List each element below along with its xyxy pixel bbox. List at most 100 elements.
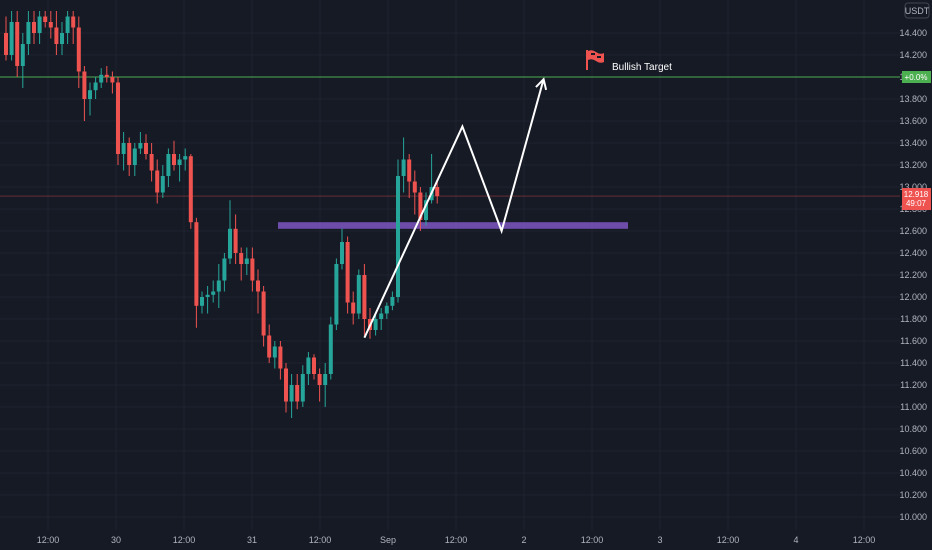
candle-body xyxy=(317,374,322,385)
y-tick-label: 14.200 xyxy=(899,50,927,60)
candle xyxy=(93,77,98,99)
x-tick-label: 12:00 xyxy=(581,535,604,545)
candle-body xyxy=(54,27,59,44)
candle-body xyxy=(289,385,294,402)
candle-body xyxy=(76,27,81,72)
y-tick-label: 13.400 xyxy=(899,138,927,148)
current-price-text: 12.918 xyxy=(904,190,929,199)
candle xyxy=(407,154,412,198)
candle-body xyxy=(88,90,92,99)
candle-body xyxy=(15,22,20,66)
candle xyxy=(401,137,406,193)
candle-body xyxy=(295,385,300,402)
candle-body xyxy=(351,302,356,314)
candle xyxy=(424,192,428,226)
candle-body xyxy=(110,77,115,83)
currency-box[interactable] xyxy=(904,2,930,19)
y-tick-label: 10.000 xyxy=(899,512,927,522)
candle-body xyxy=(244,258,249,264)
candle xyxy=(356,269,361,319)
candle-body xyxy=(323,374,328,385)
candle-body xyxy=(43,16,48,22)
target-badge xyxy=(902,71,931,83)
candle-body xyxy=(194,222,199,306)
candle xyxy=(116,77,120,165)
candle xyxy=(222,253,227,292)
candle-body xyxy=(166,154,171,176)
candle-body xyxy=(99,74,104,83)
candle xyxy=(362,264,367,336)
candle-body xyxy=(233,228,238,253)
y-tick-label: 10.400 xyxy=(899,468,927,478)
y-tick-label: 14.400 xyxy=(899,28,927,38)
candle-body xyxy=(4,33,8,55)
y-tick-label: 10.200 xyxy=(899,490,927,500)
x-tick-label: Sep xyxy=(380,535,396,545)
candle-body xyxy=(256,280,260,292)
candle xyxy=(37,11,42,44)
candle xyxy=(43,11,48,28)
pattern-arrowhead xyxy=(535,77,548,91)
y-tick-label: 13.200 xyxy=(899,160,927,170)
candle xyxy=(54,11,59,55)
candle xyxy=(328,316,333,380)
x-tick-label: 12:00 xyxy=(309,535,332,545)
candle-body xyxy=(20,44,25,66)
candle-body xyxy=(401,159,406,176)
bullish-target-annotation[interactable]: Bullish Target xyxy=(586,50,672,73)
candle-body xyxy=(200,297,204,306)
candle-body xyxy=(328,324,333,374)
candle xyxy=(345,236,350,314)
candle-body xyxy=(60,33,64,44)
time-axis[interactable] xyxy=(0,530,900,550)
candle-body xyxy=(183,156,188,160)
candle-body xyxy=(48,22,53,28)
candle-body xyxy=(300,374,305,402)
candle xyxy=(65,11,70,44)
currency-label: USDT xyxy=(905,6,930,16)
candle-body xyxy=(250,258,255,281)
bullish-pattern-path[interactable] xyxy=(363,78,545,339)
candle-body xyxy=(132,148,137,165)
candle-body xyxy=(205,294,210,297)
candle-body xyxy=(211,291,216,295)
price-axis[interactable] xyxy=(900,0,932,550)
candle-body xyxy=(390,297,395,306)
candle-body xyxy=(424,200,428,220)
candle xyxy=(244,247,249,275)
candle xyxy=(82,66,87,121)
y-tick-label: 10.800 xyxy=(899,424,927,434)
x-tick-label: 12:00 xyxy=(717,535,740,545)
current-price-badge xyxy=(902,188,931,211)
candle xyxy=(396,159,400,303)
candle xyxy=(127,137,132,176)
x-tick-label: 4 xyxy=(793,535,798,545)
candle-body xyxy=(65,16,70,33)
candle-body xyxy=(71,16,76,28)
candle xyxy=(4,16,8,61)
candle xyxy=(340,228,344,270)
support-zone xyxy=(278,222,628,229)
candle-body xyxy=(278,346,283,369)
candle xyxy=(138,132,143,154)
candle-body xyxy=(418,192,423,220)
x-tick-label: 3 xyxy=(657,535,662,545)
candle xyxy=(104,66,109,83)
candle xyxy=(71,11,76,44)
candle-body xyxy=(93,82,98,91)
candle xyxy=(233,214,238,264)
candle xyxy=(323,363,328,407)
candle-body xyxy=(32,22,36,33)
candle xyxy=(88,82,92,116)
target-badge-text: +0.0% xyxy=(905,73,928,82)
candle-body xyxy=(362,275,367,319)
candle xyxy=(15,11,20,77)
x-tick-label: 12:00 xyxy=(37,535,60,545)
candle xyxy=(211,280,216,303)
candle xyxy=(300,365,305,407)
candle xyxy=(351,291,356,325)
candle xyxy=(418,187,423,231)
candle xyxy=(295,374,300,410)
candle xyxy=(373,313,378,336)
